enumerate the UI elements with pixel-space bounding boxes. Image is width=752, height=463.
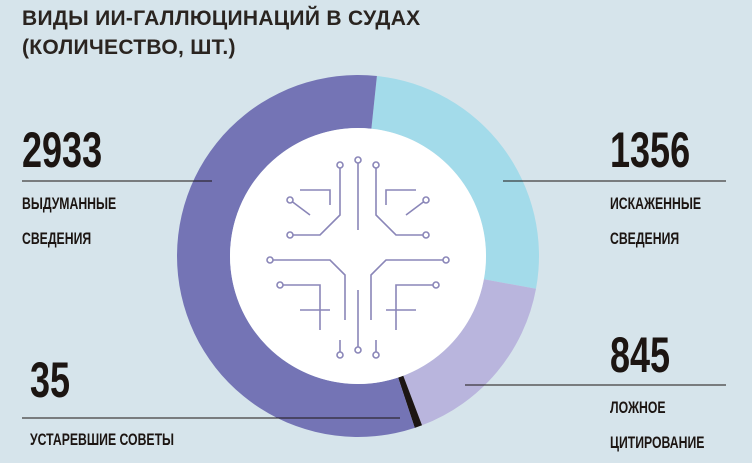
circuit-icon — [230, 128, 486, 384]
category-label: ИСКАЖЕННЫЕ СВЕДЕНИЯ — [610, 194, 702, 248]
value-label: 1356 — [610, 122, 691, 178]
value-label: 845 — [610, 327, 671, 383]
chart-title: ВИДЫ ИИ-ГАЛЛЮЦИНАЦИЙ В СУДАХ (КОЛИЧЕСТВО… — [22, 7, 421, 59]
donut-segment — [371, 75, 539, 289]
donut-segment — [403, 279, 537, 426]
value-label: 2933 — [22, 122, 103, 178]
category-label: УСТАРЕВШИЕ СОВЕТЫ — [30, 430, 175, 449]
category-label: ЛОЖНОЕ ЦИТИРОВАНИЕ — [610, 398, 705, 452]
category-label: ВЫДУМАННЫЕ СВЕДЕНИЯ — [22, 194, 117, 248]
value-label: 35 — [30, 352, 71, 408]
donut-segment — [398, 375, 423, 428]
donut-segment — [177, 75, 415, 438]
